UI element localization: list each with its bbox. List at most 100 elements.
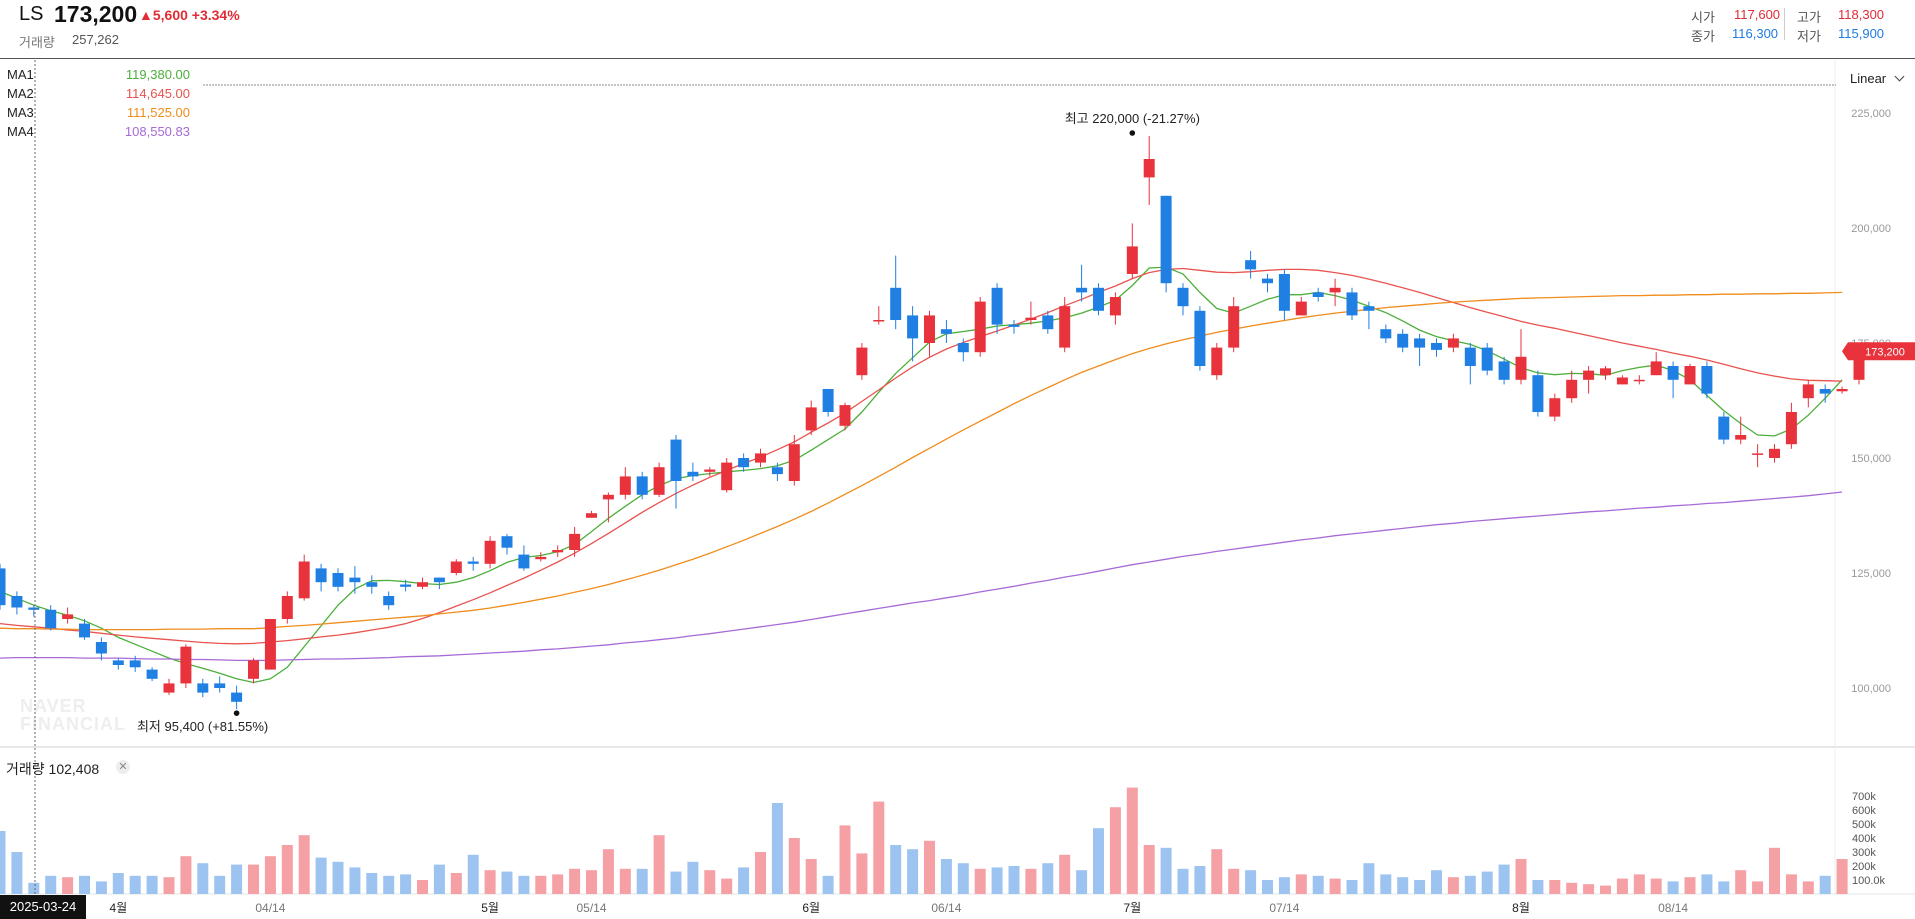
- candle: [940, 320, 952, 343]
- candle-body: [1380, 329, 1392, 339]
- volume-tick-label: 200k: [1852, 861, 1876, 873]
- candle: [1143, 136, 1155, 205]
- high-annotation-label: 최고 220,000 (-21.27%): [1065, 111, 1200, 126]
- ma4-label: MA4: [7, 124, 34, 139]
- volume-bar: [1177, 868, 1189, 894]
- volume-bar: [1752, 881, 1764, 894]
- candle-body: [400, 584, 412, 587]
- time-tick-label: 5월: [481, 901, 499, 915]
- candle: [771, 462, 783, 481]
- candle-body: [1447, 338, 1459, 348]
- candle-body: [569, 533, 581, 550]
- volume-bar: [1684, 877, 1696, 894]
- volume-bar: [822, 875, 834, 894]
- volume-bar: [1735, 870, 1747, 894]
- candle-body: [1701, 366, 1713, 394]
- candle-body: [417, 582, 428, 587]
- candle-body: [1667, 366, 1679, 380]
- candle: [755, 448, 766, 468]
- candle: [907, 306, 919, 362]
- volume-bar: [1633, 874, 1645, 894]
- candle-body: [1143, 159, 1155, 178]
- candle-body: [383, 596, 395, 606]
- volume-bar: [636, 868, 648, 894]
- candle-body: [214, 683, 226, 688]
- candle: [1059, 297, 1071, 353]
- candle-body: [197, 683, 209, 693]
- candle: [1819, 384, 1831, 403]
- candle: [991, 283, 1003, 334]
- candle-body: [839, 405, 851, 426]
- candle-body: [1498, 361, 1510, 380]
- candle-body: [1329, 287, 1341, 293]
- close-icon[interactable]: ✕: [116, 760, 130, 774]
- candle: [890, 255, 902, 330]
- volume-tick-label: 300k: [1852, 847, 1876, 859]
- candle: [95, 637, 107, 661]
- candle: [400, 579, 412, 592]
- candle-body: [1278, 274, 1290, 311]
- candle-body: [856, 347, 868, 376]
- volume-bar: [146, 875, 158, 894]
- volume-bar: [721, 878, 733, 894]
- candle-body: [264, 619, 276, 670]
- candle-body: [1549, 398, 1561, 417]
- candle: [1532, 370, 1544, 417]
- volume-bar: [1160, 847, 1172, 894]
- volume-bar: [1481, 871, 1493, 894]
- candle: [0, 563, 6, 610]
- volume-bar: [856, 853, 868, 894]
- candle: [417, 577, 428, 590]
- price-tick-label: 125,000: [1851, 568, 1891, 580]
- volume-bar: [1329, 878, 1341, 894]
- volume-bar: [315, 857, 327, 894]
- volume-bar: [264, 856, 276, 894]
- candle: [1109, 292, 1121, 325]
- candle-body: [1566, 379, 1578, 399]
- candle: [1701, 361, 1713, 399]
- quote-divider: [1784, 8, 1785, 40]
- volume-bar: [619, 868, 631, 894]
- candle-body: [1228, 306, 1240, 348]
- volume-bar: [1312, 875, 1324, 894]
- volume-bar: [1566, 882, 1578, 894]
- candle: [45, 605, 57, 631]
- close-label: 종가: [1691, 29, 1715, 44]
- volume-bar: [163, 877, 175, 894]
- open-label: 시가: [1691, 10, 1715, 25]
- candle-body: [1431, 343, 1442, 350]
- ma2-label: MA2: [7, 86, 34, 101]
- volume-panel-value: 102,408: [48, 761, 100, 777]
- chevron-down-icon: [1894, 71, 1905, 82]
- candle-body: [248, 660, 259, 679]
- candle: [788, 435, 800, 486]
- candle-body: [586, 513, 597, 518]
- volume-bar: [1431, 870, 1442, 894]
- volume-bar: [484, 870, 496, 894]
- candle: [1583, 366, 1595, 394]
- candle-body: [1735, 435, 1747, 440]
- candle: [1447, 333, 1459, 353]
- candle-body: [1633, 379, 1645, 382]
- candle: [1245, 251, 1257, 279]
- volume-bar: [1076, 870, 1088, 894]
- candle-body: [1802, 384, 1814, 399]
- volume-bar: [839, 825, 851, 894]
- scale-toggle[interactable]: Linear: [1850, 71, 1905, 86]
- candle: [62, 607, 74, 624]
- volume-bar: [991, 867, 1003, 894]
- volume-bar: [1397, 877, 1409, 894]
- candle: [433, 577, 445, 590]
- candle: [1600, 366, 1611, 380]
- candle-body: [805, 407, 817, 431]
- candle-body: [1718, 416, 1730, 440]
- candle-body: [433, 577, 445, 583]
- candle-body: [1819, 389, 1831, 394]
- candle-body: [1616, 377, 1628, 385]
- candle: [721, 458, 733, 493]
- close-value: 116,300: [1732, 26, 1779, 41]
- volume-bar: [1769, 847, 1780, 894]
- volume-bar: [11, 852, 23, 894]
- candle-body: [619, 476, 631, 495]
